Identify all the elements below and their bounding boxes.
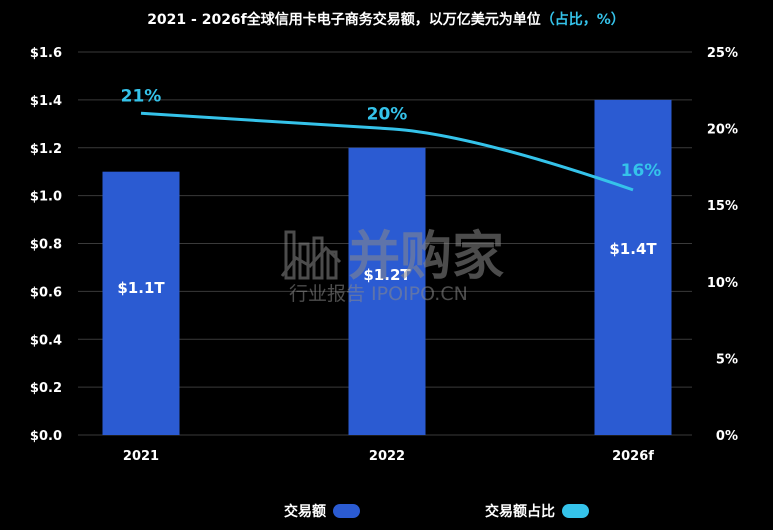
y-tick-label: $1.2 xyxy=(30,142,62,157)
bar-2021 xyxy=(102,171,180,435)
y-tick-label: $1.0 xyxy=(30,190,62,205)
legend-swatch-share xyxy=(562,504,589,518)
y-tick-label: $1.4 xyxy=(30,94,62,109)
line-data-label: 21% xyxy=(121,86,162,106)
chart-title-suffix: （占比，%） xyxy=(541,11,625,28)
y2-tick-label: 0% xyxy=(716,429,738,444)
y-tick-label: $0.6 xyxy=(30,285,62,300)
y-tick-label: $0.8 xyxy=(30,238,62,253)
x-tick-label: 2022 xyxy=(369,449,405,464)
y2-tick-label: 20% xyxy=(707,123,738,138)
bar-data-label: $1.1T xyxy=(117,279,165,297)
legend-swatch-amount xyxy=(333,504,360,518)
y-axis-right: 0% 5% 10% 15% 20% 25% xyxy=(707,46,738,444)
line-data-label: 16% xyxy=(621,161,662,181)
y2-tick-label: 5% xyxy=(716,352,738,367)
line-series-path xyxy=(140,111,634,192)
bar-series: $1.1T $1.2T $1.4T xyxy=(102,99,672,435)
bar-2022 xyxy=(348,147,426,435)
y-axis-left: $0.0 $0.2 $0.4 $0.6 $0.8 $1.0 $1.2 $1.4 $1.6 xyxy=(30,46,62,444)
watermark-logo-icon xyxy=(280,230,342,280)
bar-data-label: $1.4T xyxy=(609,240,657,258)
watermark: 并购家 行业报告 IPOIPO.CN xyxy=(280,227,504,305)
watermark-sub: 行业报告 IPOIPO.CN xyxy=(289,283,468,305)
legend-label-amount: 交易额 xyxy=(284,503,326,520)
x-axis: 2021 2022 2026f xyxy=(123,449,654,464)
x-tick-label: 2026f xyxy=(612,449,654,464)
chart-title: 2021 - 2026f全球信用卡电子商务交易额，以万亿美元为单位（占比，%） xyxy=(147,11,625,28)
y-tick-label: $0.4 xyxy=(30,333,62,348)
legend-label-share: 交易额占比 xyxy=(485,503,555,520)
bar-data-label: $1.2T xyxy=(363,266,411,284)
y-tick-label: $0.2 xyxy=(30,381,62,396)
bar-2026f xyxy=(594,99,672,435)
y2-tick-label: 15% xyxy=(707,199,738,214)
y-tick-label: $1.6 xyxy=(30,46,62,61)
watermark-brand: 并购家 xyxy=(348,227,504,287)
y-tick-label: $0.0 xyxy=(30,429,62,444)
legend: 交易额 交易额占比 xyxy=(284,503,589,520)
y2-tick-label: 25% xyxy=(707,46,738,61)
y2-tick-label: 10% xyxy=(707,276,738,291)
chart-title-main: 2021 - 2026f全球信用卡电子商务交易额，以万亿美元为单位 xyxy=(147,11,541,28)
x-tick-label: 2021 xyxy=(123,449,159,464)
line-series: 21% 20% 16% xyxy=(121,86,662,192)
line-data-label: 20% xyxy=(367,105,408,125)
